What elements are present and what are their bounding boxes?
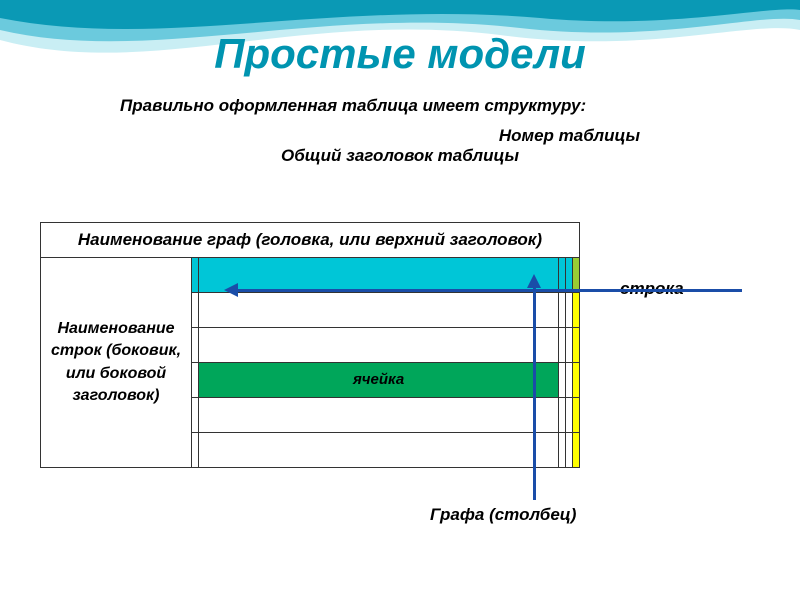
table-cell bbox=[573, 433, 580, 468]
table-cell bbox=[566, 293, 573, 328]
table-cell bbox=[566, 363, 573, 398]
table-cell bbox=[198, 433, 558, 468]
table-cell bbox=[192, 293, 199, 328]
table-structure: Наименование граф (головка, или верхний … bbox=[40, 222, 580, 468]
row-arrow-head-icon bbox=[224, 283, 238, 297]
cell-label: ячейка bbox=[198, 363, 558, 398]
column-arrow-head-icon bbox=[527, 274, 541, 288]
general-title-label: Общий заголовок таблицы bbox=[0, 146, 800, 166]
row-arrow-line bbox=[236, 289, 742, 292]
table-cell bbox=[192, 433, 199, 468]
page-title: Простые модели bbox=[0, 30, 800, 78]
table-cell bbox=[192, 398, 199, 433]
table-cell bbox=[559, 293, 566, 328]
column-arrow-line bbox=[533, 286, 536, 500]
table-cell bbox=[198, 293, 558, 328]
table-cell bbox=[192, 328, 199, 363]
table-cell bbox=[573, 398, 580, 433]
row-header-label: Наименование строк (боковик, или боковой… bbox=[41, 258, 192, 468]
table-cell bbox=[566, 258, 573, 293]
table-cell bbox=[198, 258, 558, 293]
column-annotation: Графа (столбец) bbox=[430, 505, 576, 525]
table-cell bbox=[198, 328, 558, 363]
subtitle-text: Правильно оформленная таблица имеет стру… bbox=[120, 96, 800, 116]
table-cell bbox=[573, 258, 580, 293]
table-cell bbox=[559, 328, 566, 363]
table-cell bbox=[192, 363, 199, 398]
table-cell bbox=[566, 398, 573, 433]
table-cell bbox=[198, 398, 558, 433]
table-cell bbox=[573, 328, 580, 363]
table-cell bbox=[192, 258, 199, 293]
table-cell bbox=[573, 363, 580, 398]
table-cell bbox=[566, 433, 573, 468]
slide-content: Простые модели Правильно оформленная таб… bbox=[0, 0, 800, 166]
table-cell bbox=[573, 293, 580, 328]
table-cell bbox=[559, 363, 566, 398]
table-cell bbox=[559, 258, 566, 293]
table-number-label: Номер таблицы bbox=[0, 126, 640, 146]
column-header-label: Наименование граф (головка, или верхний … bbox=[41, 223, 580, 258]
table-cell bbox=[559, 398, 566, 433]
table-cell bbox=[566, 328, 573, 363]
table-cell bbox=[559, 433, 566, 468]
